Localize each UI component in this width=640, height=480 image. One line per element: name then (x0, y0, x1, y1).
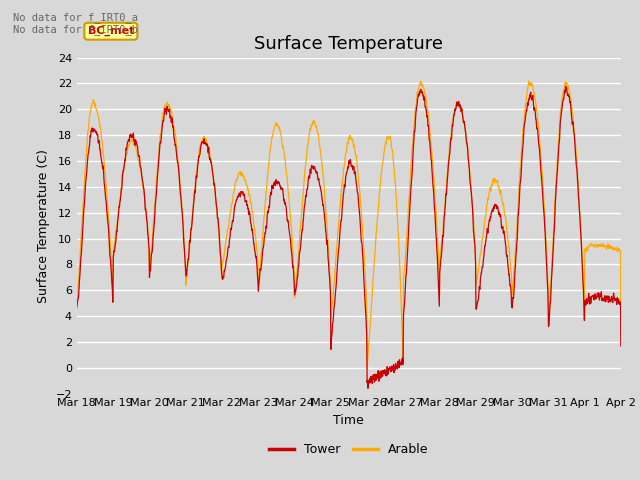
Tower (616, 300, 624, 305)
Tower (328, 324, 336, 330)
Tower (471, 240, 479, 246)
Tower (441, 212, 449, 218)
Line: Tower: Tower (77, 86, 621, 388)
Arable (617, 326, 625, 332)
Arable (441, 204, 449, 210)
Arable (417, 78, 424, 84)
Legend: Tower, Arable: Tower, Arable (264, 438, 433, 461)
Arable (328, 300, 336, 305)
Arable (471, 239, 479, 245)
Tower (502, 241, 509, 247)
Arable (171, 127, 179, 132)
Text: BC_met: BC_met (88, 26, 134, 36)
Arable (502, 216, 509, 221)
Arable (73, 300, 81, 306)
Tower (171, 137, 179, 143)
Tower (364, 385, 372, 391)
Y-axis label: Surface Temperature (C): Surface Temperature (C) (37, 149, 50, 302)
Tower (73, 304, 81, 310)
Tower (617, 343, 625, 349)
Arable (364, 366, 371, 372)
Arable (616, 248, 624, 254)
Line: Arable: Arable (77, 81, 621, 369)
Title: Surface Temperature: Surface Temperature (254, 35, 444, 53)
Text: No data for f_IRT0_a
No data for f_IRT0_b: No data for f_IRT0_a No data for f_IRT0_… (13, 12, 138, 36)
Tower (562, 83, 570, 89)
X-axis label: Time: Time (333, 414, 364, 427)
